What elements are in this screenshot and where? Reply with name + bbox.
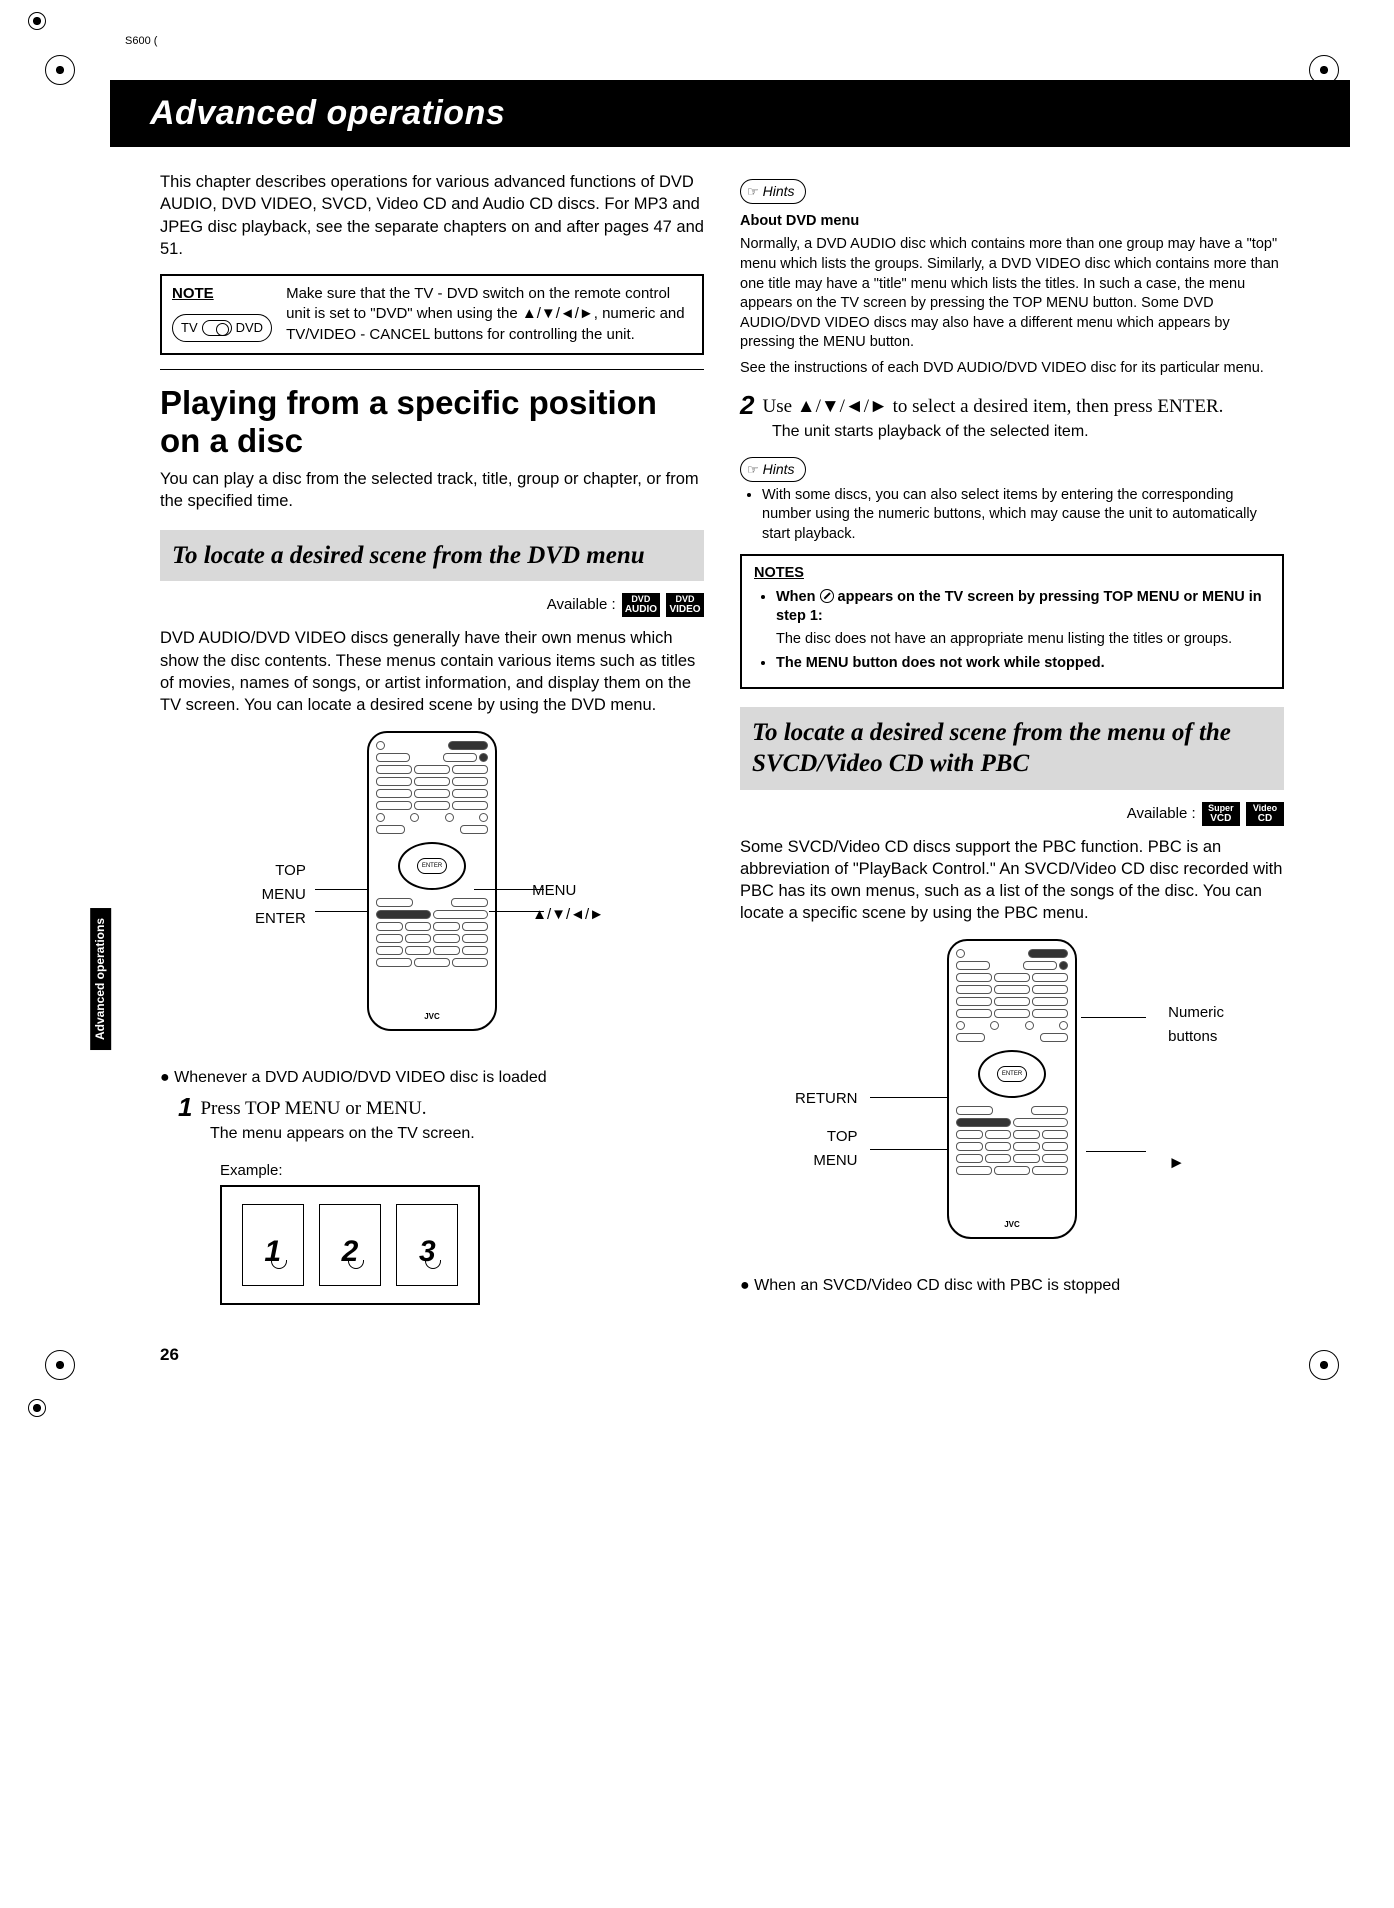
notes-label: NOTES [754, 564, 1270, 584]
available-row: Available : SuperVCD VideoCD [740, 802, 1284, 826]
section-heading: Playing from a specific position on a di… [160, 384, 704, 460]
note-text: Make sure that the TV - DVD switch on th… [286, 284, 692, 345]
note-box: NOTE TV DVD Make sure that the TV - DVD … [160, 274, 704, 355]
callout-menu: MENU [795, 1149, 858, 1173]
toggle-icon [202, 320, 232, 336]
crop-mark [45, 1350, 75, 1380]
badge-svcd: SuperVCD [1202, 802, 1240, 826]
callout-arrows: ▲/▼/◄/► [532, 903, 604, 927]
step-sub: The menu appears on the TV screen. [210, 1123, 704, 1145]
available-label: Available : [547, 596, 616, 613]
step-number: 1 [178, 1094, 192, 1121]
step-instruction: Use ▲/▼/◄/► to select a desired item, th… [762, 392, 1223, 419]
tv-label: TV [181, 319, 198, 337]
example-label: Example: [220, 1161, 704, 1181]
example-thumb: 3 [396, 1204, 458, 1286]
badge-vcd: VideoCD [1246, 802, 1284, 826]
callout-top: TOP [795, 1125, 858, 1149]
hints-body-2: With some discs, you can also select ite… [740, 486, 1284, 545]
available-row: Available : DVDAUDIO DVDVIDEO [160, 593, 704, 617]
dvd-menu-intro: DVD AUDIO/DVD VIDEO discs generally have… [160, 627, 704, 716]
callout-buttons: buttons [1168, 1025, 1224, 1049]
remote-icon: ENTER JVC [367, 731, 497, 1031]
chapter-title-bar: Advanced operations [110, 80, 1350, 147]
header-reference: S600 ( [125, 35, 157, 47]
callout-top: TOP [255, 859, 306, 883]
prohibit-icon [820, 589, 834, 603]
step-2: 2 Use ▲/▼/◄/► to select a desired item, … [740, 392, 1284, 419]
callout-numeric: Numeric [1168, 1001, 1224, 1025]
right-column: Hints About DVD menu Normally, a DVD AUD… [740, 171, 1284, 1305]
step-sub: The unit starts playback of the selected… [772, 421, 1284, 443]
remote-diagram-2: RETURN TOP MENU [740, 939, 1284, 1259]
callout-return: RETURN [795, 1087, 858, 1111]
crop-mark [28, 1399, 46, 1417]
callout-menu-r: MENU [532, 879, 604, 903]
condition-bullet: ● When an SVCD/Video CD disc with PBC is… [740, 1275, 1284, 1297]
callout-play: ► [1168, 1149, 1224, 1176]
intro-text: This chapter describes operations for va… [160, 171, 704, 260]
badge-dvd-video: DVDVIDEO [666, 593, 704, 617]
notes-sub: The disc does not have an appropriate me… [776, 630, 1270, 650]
example-box: 1 2 3 [220, 1185, 480, 1305]
remote-icon: ENTER JVC [947, 939, 1077, 1239]
hints-tag: Hints [740, 457, 806, 482]
subsection-heading: To locate a desired scene from the DVD m… [160, 530, 704, 581]
step-1: 1 Press TOP MENU or MENU. [178, 1094, 704, 1121]
hints-body-1: About DVD menu Normally, a DVD AUDIO dis… [740, 212, 1284, 379]
page-number: 26 [160, 1345, 1334, 1365]
pbc-intro: Some SVCD/Video CD discs support the PBC… [740, 836, 1284, 925]
crop-mark [1309, 1350, 1339, 1380]
notes-item: When appears on the TV screen by pressin… [776, 588, 1270, 650]
note-label: NOTE [172, 284, 272, 304]
divider [160, 369, 704, 370]
step-instruction: Press TOP MENU or MENU. [200, 1094, 426, 1121]
hints-tag: Hints [740, 179, 806, 204]
crop-mark [45, 55, 75, 85]
callout-enter: ENTER [255, 907, 306, 931]
hints-p2: See the instructions of each DVD AUDIO/D… [740, 359, 1284, 379]
enter-button-icon: ENTER [417, 858, 447, 874]
remote-diagram-1: TOP MENU ENTER ENTER [160, 731, 704, 1051]
step-number: 2 [740, 392, 754, 419]
section-sub: You can play a disc from the selected tr… [160, 468, 704, 513]
left-column: This chapter describes operations for va… [160, 171, 704, 1305]
badge-dvd-audio: DVDAUDIO [622, 593, 660, 617]
callout-menu: MENU [255, 883, 306, 907]
dvd-label: DVD [236, 319, 263, 337]
enter-button-icon: ENTER [997, 1066, 1027, 1082]
chapter-title: Advanced operations [150, 94, 1330, 133]
side-tab: Advanced operations [90, 908, 111, 1050]
hints-bullet: With some discs, you can also select ite… [762, 486, 1284, 545]
notes-box: NOTES When appears on the TV screen by p… [740, 554, 1284, 689]
hints-p1: Normally, a DVD AUDIO disc which contain… [740, 235, 1284, 352]
example-thumb: 2 [319, 1204, 381, 1286]
crop-mark [1309, 55, 1339, 85]
subsection-heading: To locate a desired scene from the menu … [740, 707, 1284, 790]
tv-dvd-switch-icon: TV DVD [172, 314, 272, 342]
available-label: Available : [1127, 805, 1196, 822]
hints-heading: About DVD menu [740, 212, 1284, 232]
crop-mark [28, 12, 46, 30]
remote-brand: JVC [369, 1012, 495, 1023]
remote-brand: JVC [949, 1220, 1075, 1231]
example-thumb: 1 [242, 1204, 304, 1286]
condition-bullet: ● Whenever a DVD AUDIO/DVD VIDEO disc is… [160, 1067, 704, 1089]
notes-item: The MENU button does not work while stop… [776, 654, 1270, 674]
